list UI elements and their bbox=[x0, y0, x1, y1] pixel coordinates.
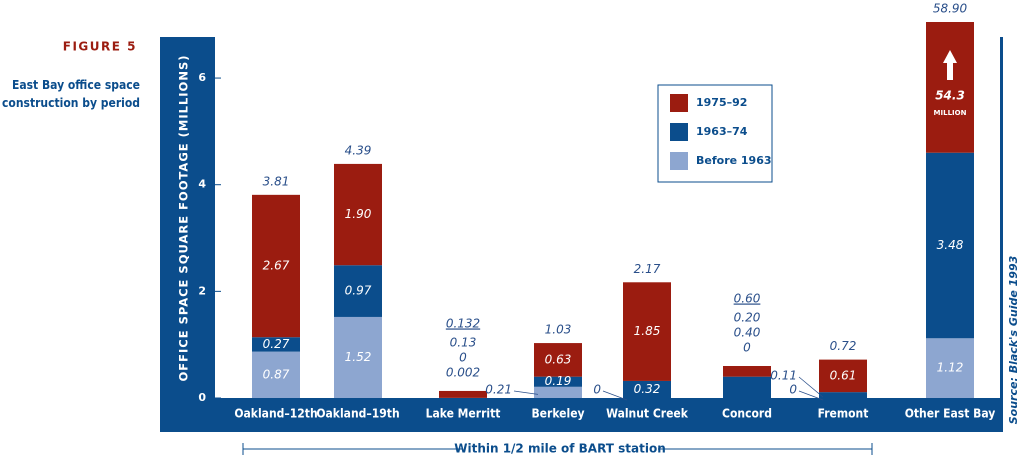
total-label: 4.39 bbox=[345, 143, 372, 157]
bar-segment bbox=[926, 22, 974, 153]
figure-label: FIGURE 5 bbox=[63, 40, 137, 54]
value-label: 54.3 bbox=[935, 89, 965, 103]
total-label: 0.72 bbox=[830, 339, 857, 353]
total-label: 3.81 bbox=[263, 174, 290, 188]
total-label: 0.132 bbox=[446, 316, 480, 330]
x-tick-label: Lake Merritt bbox=[426, 407, 501, 421]
x-tick-label: Berkeley bbox=[531, 407, 584, 421]
value-label: 0 bbox=[459, 350, 467, 364]
bar-segment bbox=[623, 282, 671, 381]
total-label: 2.17 bbox=[634, 262, 661, 276]
legend-swatch bbox=[670, 94, 688, 112]
value-label: 1.12 bbox=[937, 361, 964, 375]
value-label: 0 bbox=[789, 383, 797, 397]
bar-segment bbox=[252, 337, 300, 352]
value-label: 1.90 bbox=[345, 207, 372, 221]
bar-segment bbox=[819, 359, 867, 393]
bar-segment bbox=[534, 343, 582, 377]
bar-segment bbox=[252, 351, 300, 398]
bracket-label: Within 1/2 mile of BART station bbox=[454, 442, 666, 456]
value-label: 0.40 bbox=[734, 326, 761, 340]
y-tick-label: 0 bbox=[198, 391, 206, 404]
total-label: 0.60 bbox=[734, 292, 761, 306]
bar-note: MILLION bbox=[934, 109, 967, 117]
legend-label: Before 1963 bbox=[696, 154, 772, 167]
value-label: 0.87 bbox=[263, 367, 290, 381]
leader bbox=[798, 390, 824, 401]
value-label: 0 bbox=[743, 341, 751, 355]
y-tick-label: 4 bbox=[198, 178, 206, 191]
bar-segment bbox=[534, 376, 582, 387]
x-tick-label: Oakland–12th bbox=[234, 407, 317, 421]
value-label: 2.67 bbox=[263, 259, 290, 273]
title-box: East Bay office space construction by pe… bbox=[2, 78, 140, 110]
value-label: 0.20 bbox=[734, 311, 761, 325]
leader bbox=[602, 390, 628, 401]
value-label: 0.11 bbox=[770, 369, 797, 383]
bar-segment bbox=[723, 366, 771, 377]
bar-segment bbox=[534, 386, 582, 398]
x-tick-label: Concord bbox=[722, 407, 772, 421]
legend-swatch bbox=[670, 123, 688, 141]
y-axis-label: OFFICE SPACE SQUARE FOOTAGE (MILLIONS) bbox=[177, 55, 191, 382]
value-label: 0.21 bbox=[485, 383, 512, 397]
value-label: 1.52 bbox=[345, 350, 372, 364]
value-label: 1.85 bbox=[634, 324, 661, 338]
leader bbox=[513, 390, 539, 395]
legend-label: 1975–92 bbox=[696, 96, 747, 109]
value-label: 0.13 bbox=[450, 335, 477, 349]
x-tick-label: Oakland–19th bbox=[316, 407, 399, 421]
value-label: 0.19 bbox=[545, 374, 572, 388]
bars bbox=[252, 22, 974, 398]
bar-segment bbox=[334, 265, 382, 317]
bar-segment bbox=[623, 380, 671, 398]
y-tick-label: 6 bbox=[198, 71, 206, 84]
x-tick-label: Other East Bay bbox=[905, 407, 996, 421]
bar-segment bbox=[334, 163, 382, 266]
total-label: 58.90 bbox=[933, 2, 968, 16]
bar-segment bbox=[926, 152, 974, 339]
bar-segment bbox=[439, 390, 487, 398]
bar-segment bbox=[723, 376, 771, 398]
total-label: 1.03 bbox=[545, 323, 572, 337]
value-label: 0.63 bbox=[545, 352, 572, 366]
value-label: 3.48 bbox=[937, 238, 964, 252]
value-label: 0.32 bbox=[634, 382, 661, 396]
legend-swatch bbox=[670, 152, 688, 170]
legend-label: 1963–74 bbox=[696, 125, 748, 138]
x-tick-label: Fremont bbox=[818, 407, 869, 421]
y-tick-label: 2 bbox=[198, 284, 206, 297]
bar-segment bbox=[252, 194, 300, 338]
bar-segment bbox=[819, 392, 867, 398]
plot-area bbox=[215, 37, 1000, 398]
arrow bbox=[943, 50, 957, 80]
bar-segment bbox=[926, 338, 974, 398]
bar-segment bbox=[334, 316, 382, 398]
value-label: 0.27 bbox=[263, 337, 290, 351]
value-label: 0.61 bbox=[830, 368, 857, 382]
x-tick-label: Walnut Creek bbox=[606, 407, 689, 421]
source: Source: Black's Guide 1993 bbox=[1007, 255, 1020, 424]
value-label: 0.002 bbox=[446, 365, 480, 379]
value-label: 0 bbox=[593, 383, 601, 397]
leader bbox=[798, 376, 824, 398]
bracket-gap bbox=[462, 441, 658, 457]
chart-title: East Bay office space construction by pe… bbox=[2, 78, 140, 110]
value-label: 0.97 bbox=[345, 284, 372, 298]
